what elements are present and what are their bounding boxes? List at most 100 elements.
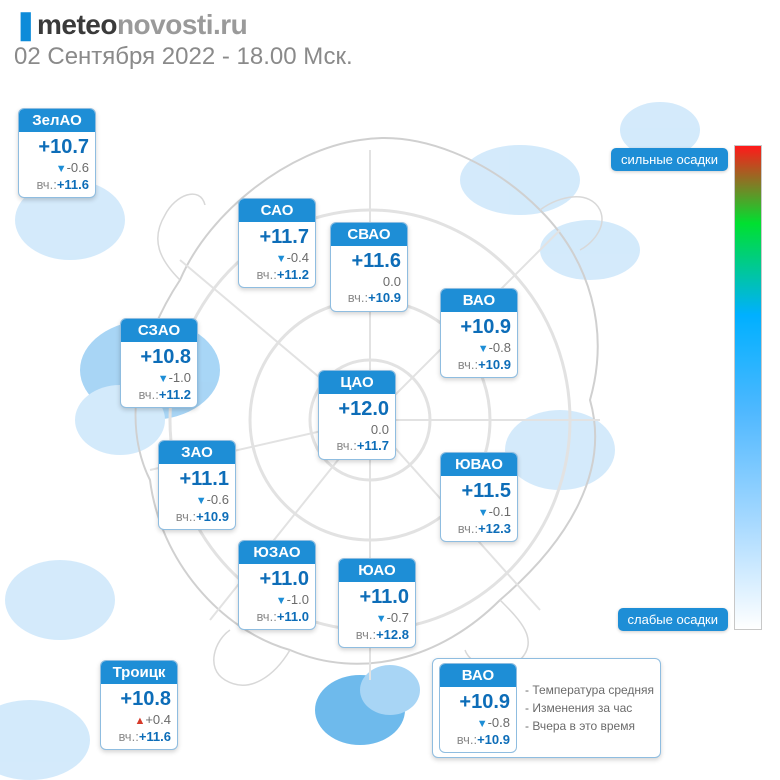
arrow-down-icon: ▼ [56, 163, 67, 175]
yesterday-label: вч.: [348, 290, 368, 305]
yesterday-value: +11.2 [159, 387, 191, 402]
yesterday-row: вч.:+10.9 [337, 290, 401, 306]
temperature-value: +11.6 [337, 249, 401, 274]
arrow-down-icon: ▼ [376, 613, 387, 625]
precipitation-scale [734, 145, 762, 630]
delta-row: ▲+0.4 [107, 712, 171, 729]
district-card-svao[interactable]: СВАО +11.6 0.0 вч.:+10.9 [330, 222, 408, 312]
delta-value: -0.6 [207, 492, 229, 507]
district-card-yuzao[interactable]: ЮЗАО +11.0 ▼-1.0 вч.:+11.0 [238, 540, 316, 630]
delta-row: 0.0 [337, 274, 401, 290]
district-card-yuvao[interactable]: ЮВАО +11.5 ▼-0.1 вч.:+12.3 [440, 452, 518, 542]
yesterday-label: вч.: [36, 177, 56, 192]
arrow-down-icon: ▼ [478, 343, 489, 355]
scale-label-strong: сильные осадки [611, 148, 728, 171]
district-card-yuao[interactable]: ЮАО +11.0 ▼-0.7 вч.:+12.8 [338, 558, 416, 648]
district-card-zao[interactable]: ЗАО +11.1 ▼-0.6 вч.:+10.9 [158, 440, 236, 530]
yesterday-value: +12.3 [478, 521, 511, 536]
delta-row: ▼-0.6 [25, 160, 89, 177]
arrow-down-icon: ▼ [196, 495, 207, 507]
yesterday-row: вч.:+11.7 [325, 438, 389, 454]
yesterday-value: +11.6 [57, 177, 89, 192]
legend-line-0: - Температура средняя [525, 681, 654, 699]
temperature-value: +11.0 [245, 567, 309, 592]
site-logo: ❚meteonovosti.ru [14, 8, 766, 41]
delta-row: ▼-1.0 [127, 370, 191, 387]
arrow-down-icon: ▼ [276, 253, 287, 265]
delta-row: ▼-0.8 [446, 715, 510, 732]
yesterday-label: вч.: [457, 732, 477, 747]
temperature-value: +10.9 [447, 315, 511, 340]
district-name: ЮАО [339, 559, 415, 582]
yesterday-row: вч.:+12.3 [447, 521, 511, 537]
temperature-value: +10.8 [127, 345, 191, 370]
delta-value: -0.8 [489, 340, 511, 355]
temperature-value: +11.0 [345, 585, 409, 610]
yesterday-row: вч.:+11.2 [245, 267, 309, 283]
delta-row: ▼-0.4 [245, 250, 309, 267]
arrow-down-icon: ▼ [477, 718, 488, 730]
district-card-zelao[interactable]: ЗелАО +10.7 ▼-0.6 вч.:+11.6 [18, 108, 96, 198]
district-body: +11.0 ▼-0.7 вч.:+12.8 [339, 582, 415, 647]
yesterday-value: +10.9 [477, 732, 510, 747]
yesterday-value: +10.9 [196, 509, 229, 524]
delta-row: ▼-0.8 [447, 340, 511, 357]
logo-icon: ❚ [14, 9, 37, 40]
yesterday-value: +11.7 [357, 438, 389, 453]
district-body: +10.8 ▲+0.4 вч.:+11.6 [101, 684, 177, 749]
district-name: ЗАО [159, 441, 235, 464]
district-body: +10.7 ▼-0.6 вч.:+11.6 [19, 132, 95, 197]
yesterday-value: +10.9 [368, 290, 401, 305]
temperature-value: +10.7 [25, 135, 89, 160]
delta-value: -0.1 [489, 504, 511, 519]
legend-line-1: - Изменения за час [525, 699, 654, 717]
district-card-troick[interactable]: Троицк +10.8 ▲+0.4 вч.:+11.6 [100, 660, 178, 750]
district-card-szao[interactable]: СЗАО +10.8 ▼-1.0 вч.:+11.2 [120, 318, 198, 408]
delta-value: -0.6 [67, 160, 89, 175]
yesterday-label: вч.: [256, 609, 276, 624]
district-card-legend: ВАО +10.9 ▼-0.8 вч.:+10.9 [439, 663, 517, 753]
yesterday-label: вч.: [458, 521, 478, 536]
district-body: +11.6 0.0 вч.:+10.9 [331, 246, 407, 311]
yesterday-row: вч.:+11.0 [245, 609, 309, 625]
district-name: Троицк [101, 661, 177, 684]
district-name: ЮВАО [441, 453, 517, 476]
delta-row: ▼-0.6 [165, 492, 229, 509]
yesterday-label: вч.: [458, 357, 478, 372]
temperature-value: +11.7 [245, 225, 309, 250]
temperature-value: +10.9 [446, 690, 510, 715]
delta-value: -0.4 [287, 250, 309, 265]
delta-row: ▼-0.7 [345, 610, 409, 627]
temperature-value: +11.1 [165, 467, 229, 492]
yesterday-label: вч.: [118, 729, 138, 744]
yesterday-label: вч.: [138, 387, 158, 402]
temperature-value: +10.8 [107, 687, 171, 712]
district-body: +12.0 0.0 вч.:+11.7 [319, 394, 395, 459]
yesterday-value: +11.6 [139, 729, 171, 744]
yesterday-row: вч.:+10.9 [446, 732, 510, 748]
district-body: +11.5 ▼-0.1 вч.:+12.3 [441, 476, 517, 541]
delta-value: 0.0 [371, 422, 389, 437]
yesterday-label: вч.: [356, 627, 376, 642]
district-body: +11.7 ▼-0.4 вч.:+11.2 [239, 222, 315, 287]
district-card-cao[interactable]: ЦАО +12.0 0.0 вч.:+11.7 [318, 370, 396, 460]
district-name: САО [239, 199, 315, 222]
district-card-vao[interactable]: ВАО +10.9 ▼-0.8 вч.:+10.9 [440, 288, 518, 378]
temperature-value: +12.0 [325, 397, 389, 422]
arrow-down-icon: ▼ [158, 373, 169, 385]
yesterday-row: вч.:+11.6 [25, 177, 89, 193]
district-name: СВАО [331, 223, 407, 246]
district-body: +10.9 ▼-0.8 вч.:+10.9 [440, 687, 516, 752]
yesterday-row: вч.:+10.9 [165, 509, 229, 525]
yesterday-value: +10.9 [478, 357, 511, 372]
district-body: +11.1 ▼-0.6 вч.:+10.9 [159, 464, 235, 529]
delta-value: -0.7 [387, 610, 409, 625]
yesterday-row: вч.:+12.8 [345, 627, 409, 643]
yesterday-value: +11.2 [277, 267, 309, 282]
legend-text: - Температура средняя- Изменения за час-… [525, 663, 654, 753]
district-card-sao[interactable]: САО +11.7 ▼-0.4 вч.:+11.2 [238, 198, 316, 288]
delta-value: -1.0 [169, 370, 191, 385]
page-header: ❚meteonovosti.ru 02 Сентября 2022 - 18.0… [0, 0, 780, 71]
delta-row: ▼-1.0 [245, 592, 309, 609]
delta-value: 0.0 [383, 274, 401, 289]
